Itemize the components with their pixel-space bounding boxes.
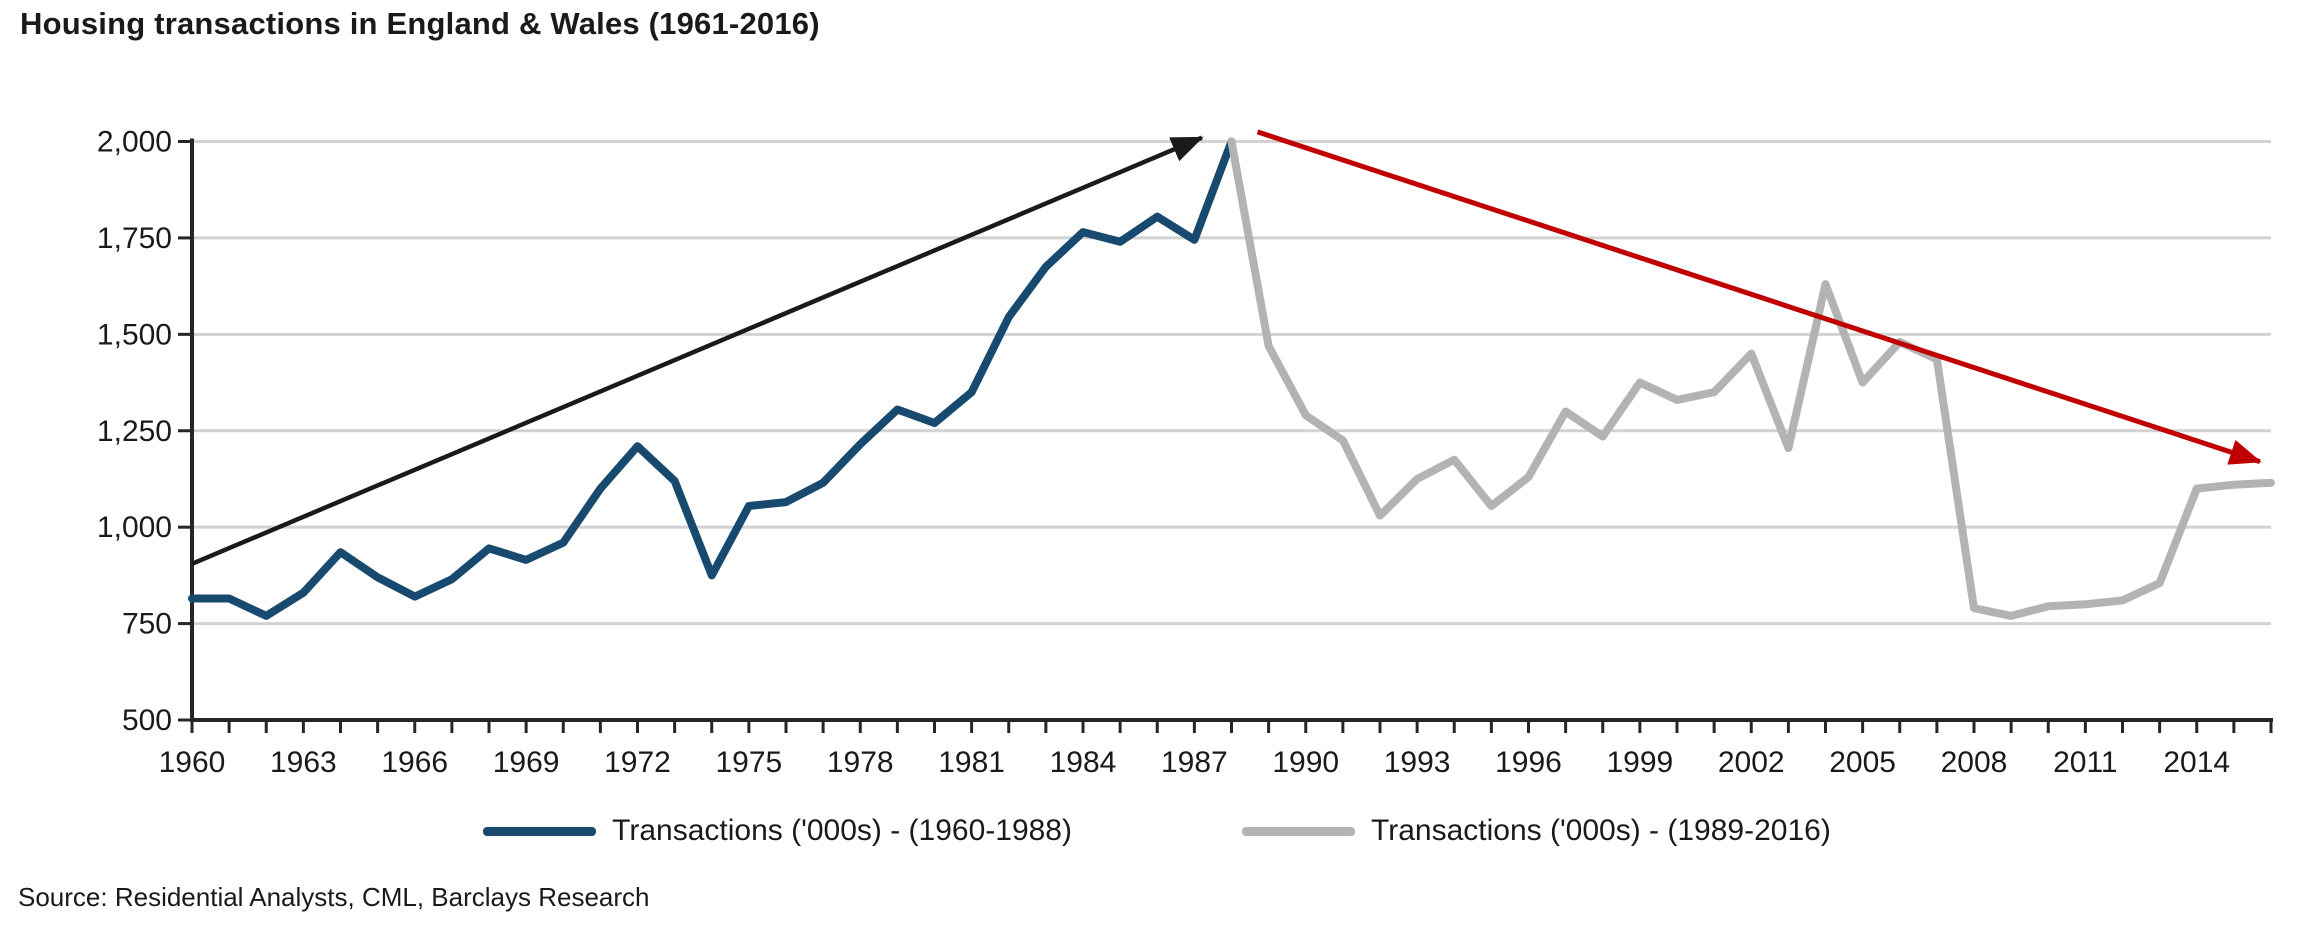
downtrend-arrow	[1256, 129, 2262, 465]
chart-legend: Transactions ('000s) - (1960-1988) Transa…	[0, 814, 2314, 848]
x-tick-label: 1996	[1495, 746, 1562, 779]
series-line-1989-2016	[1227, 137, 2275, 620]
source-note: Source: Residential Analysts, CML, Barcl…	[18, 882, 650, 912]
x-tick-label: 2002	[1718, 746, 1785, 779]
x-tick-label: 2011	[2053, 746, 2118, 779]
legend-label: Transactions ('000s) - (1960-1988)	[612, 814, 1072, 847]
x-tick-label: 2008	[1941, 746, 2008, 779]
x-axis-ticks: 1960 1963 1966 1969 1972 1975 1978 1981 1984 1987…	[159, 720, 2273, 779]
y-axis-ticks: 500 750 1,000 1,250 1,500 1,750 2,000	[97, 126, 192, 737]
x-tick-label: 1993	[1384, 746, 1451, 779]
x-tick-label: 1972	[604, 746, 671, 779]
y-tick-label: 1,750	[97, 222, 172, 255]
y-tick-label: 1,000	[97, 511, 172, 544]
x-tick-label: 1975	[716, 746, 783, 779]
x-tick-label: 1963	[270, 746, 337, 779]
legend-item: Transactions ('000s) - (1989-2016)	[1242, 814, 1831, 848]
y-tick-label: 500	[122, 704, 172, 737]
y-tick-label: 1,250	[97, 415, 172, 448]
y-tick-label: 2,000	[97, 126, 172, 159]
series-line-1960-1988	[188, 137, 1236, 620]
x-tick-label: 2005	[1829, 746, 1896, 779]
legend-line-swatch	[1242, 826, 1355, 836]
x-tick-label: 1999	[1607, 746, 1674, 779]
x-tick-label: 2014	[2163, 746, 2230, 779]
x-tick-label: 1990	[1272, 746, 1339, 779]
y-tick-label: 750	[122, 608, 172, 641]
legend-label: Transactions ('000s) - (1989-2016)	[1371, 814, 1831, 847]
x-tick-label: 1981	[938, 746, 1005, 779]
x-tick-label: 1984	[1050, 746, 1117, 779]
x-tick-label: 1969	[493, 746, 560, 779]
legend-item: Transactions ('000s) - (1960-1988)	[483, 814, 1072, 848]
uptrend-arrow	[191, 135, 1204, 566]
legend-line-swatch	[483, 826, 597, 836]
y-tick-label: 1,500	[97, 318, 172, 351]
x-tick-label: 1960	[159, 746, 226, 779]
x-tick-label: 1987	[1161, 746, 1228, 779]
x-tick-label: 1978	[827, 746, 894, 779]
chart-title: Housing transactions in England & Wales …	[20, 6, 820, 41]
x-tick-label: 1966	[381, 746, 448, 779]
